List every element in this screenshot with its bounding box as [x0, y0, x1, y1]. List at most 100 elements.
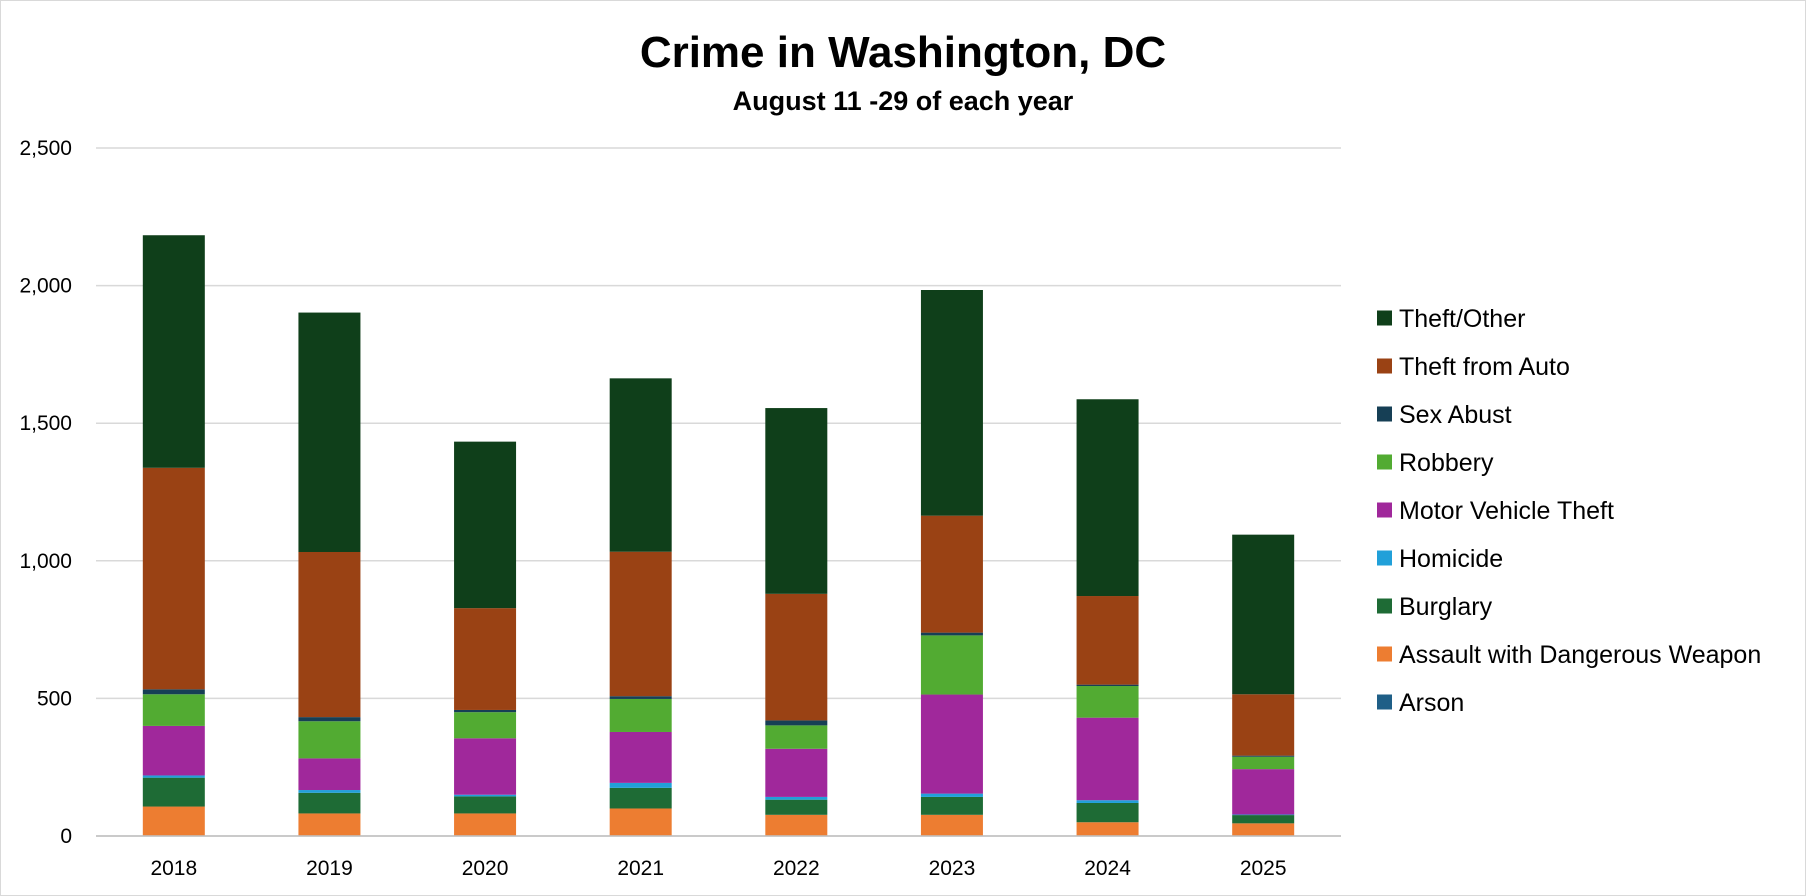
y-tick-label: 0: [60, 825, 72, 848]
bar-sex-abust-2024: [1076, 684, 1139, 687]
y-tick-label: 1,000: [19, 550, 72, 573]
bar-burglary-2023: [920, 796, 983, 815]
bar-sex-abust-2020: [454, 709, 517, 713]
bar-theft-from-auto-2019: [298, 551, 361, 718]
bar-theft-from-auto-2023: [920, 515, 983, 633]
bar-motor-vehicle-theft-2025: [1232, 769, 1295, 815]
bar-burglary-2018: [142, 777, 205, 807]
bar-homicide-2020: [454, 794, 517, 797]
bar-homicide-2018: [142, 775, 205, 778]
bar-theft-from-auto-2018: [142, 467, 205, 690]
bar-homicide-2023: [920, 793, 983, 797]
bar-assault-with-dangerous-weapon-2020: [454, 813, 517, 836]
y-tick-label: 2,000: [19, 275, 72, 298]
bar-burglary-2024: [1076, 802, 1139, 823]
legend-label-arson: Arson: [1399, 689, 1464, 717]
bar-theft-other-2018: [142, 235, 205, 468]
legend-label-homicide: Homicide: [1399, 545, 1503, 573]
bar-burglary-2021: [609, 787, 672, 809]
y-tick-label: 500: [37, 687, 72, 710]
bar-robbery-2022: [765, 725, 828, 749]
legend: Theft/Other Theft from Auto Sex Abust Robbe…: [1377, 305, 1761, 717]
bar-theft-other-2019: [298, 312, 361, 552]
x-tick-label: 2023: [929, 857, 976, 880]
x-tick-label: 2019: [306, 857, 353, 880]
bar-theft-from-auto-2021: [609, 551, 672, 697]
bar-robbery-2020: [454, 712, 517, 739]
bar-burglary-2022: [765, 799, 828, 815]
bar-burglary-2025: [1232, 815, 1295, 824]
legend-label-motor-vehicle-theft: Motor Vehicle Theft: [1399, 497, 1614, 525]
bar-assault-with-dangerous-weapon-2018: [142, 806, 205, 836]
x-tick-label: 2020: [462, 857, 509, 880]
bar-theft-other-2024: [1076, 399, 1139, 597]
legend-swatch-robbery: [1377, 454, 1392, 470]
legend-swatch-homicide: [1377, 550, 1392, 566]
bar-robbery-2024: [1076, 686, 1139, 718]
bar-robbery-2025: [1232, 756, 1295, 770]
bar-assault-with-dangerous-weapon-2024: [1076, 822, 1139, 836]
bar-motor-vehicle-theft-2020: [454, 738, 517, 795]
bars: [142, 235, 1295, 836]
bar-sex-abust-2023: [920, 632, 983, 636]
bar-robbery-2018: [142, 694, 205, 726]
bar-theft-other-2021: [609, 378, 672, 552]
x-tick-label: 2018: [150, 857, 197, 880]
bar-sex-abust-2025: [1232, 755, 1295, 757]
bar-assault-with-dangerous-weapon-2023: [920, 814, 983, 836]
bar-motor-vehicle-theft-2019: [298, 758, 361, 791]
bar-robbery-2021: [609, 698, 672, 732]
bar-theft-other-2023: [920, 290, 983, 516]
legend-label-burglary: Burglary: [1399, 593, 1493, 621]
bar-robbery-2023: [920, 635, 983, 695]
bar-theft-other-2022: [765, 408, 828, 594]
gridlines: [96, 147, 1341, 837]
legend-swatch-burglary: [1377, 598, 1392, 614]
legend-swatch-theft-other: [1377, 310, 1392, 326]
chart-subtitle: August 11 -29 of each year: [733, 86, 1074, 116]
legend-swatch-sex-abust: [1377, 406, 1392, 422]
bar-theft-from-auto-2025: [1232, 694, 1295, 756]
bar-theft-from-auto-2024: [1076, 596, 1139, 685]
bar-assault-with-dangerous-weapon-2025: [1232, 823, 1295, 836]
legend-label-theft-other: Theft/Other: [1399, 305, 1525, 333]
bar-theft-other-2020: [454, 441, 517, 609]
bar-sex-abust-2022: [765, 720, 828, 726]
x-tick-label: 2024: [1084, 857, 1131, 880]
bar-homicide-2019: [298, 790, 361, 793]
bar-motor-vehicle-theft-2022: [765, 748, 828, 797]
legend-label-assault-with-dangerous-weapon: Assault with Dangerous Weapon: [1399, 641, 1761, 669]
legend-label-sex-abust: Sex Abust: [1399, 401, 1512, 429]
legend-swatch-arson: [1377, 694, 1392, 710]
legend-swatch-motor-vehicle-theft: [1377, 502, 1392, 518]
bar-burglary-2020: [454, 796, 517, 814]
bar-theft-from-auto-2022: [765, 593, 828, 721]
y-tick-label: 2,500: [19, 137, 72, 160]
bar-assault-with-dangerous-weapon-2019: [298, 813, 361, 836]
bar-motor-vehicle-theft-2021: [609, 731, 672, 783]
bar-motor-vehicle-theft-2023: [920, 694, 983, 794]
bar-homicide-2021: [609, 782, 672, 788]
bar-sex-abust-2018: [142, 689, 205, 695]
bar-burglary-2019: [298, 792, 361, 814]
legend-label-theft-from-auto: Theft from Auto: [1399, 353, 1570, 381]
bar-assault-with-dangerous-weapon-2022: [765, 814, 828, 836]
bar-homicide-2024: [1076, 800, 1139, 803]
bar-motor-vehicle-theft-2024: [1076, 717, 1139, 801]
chart-title: Crime in Washington, DC: [640, 28, 1166, 77]
legend-label-robbery: Robbery: [1399, 449, 1494, 477]
x-tick-label: 2021: [617, 857, 664, 880]
y-tick-label: 1,500: [19, 412, 72, 435]
bar-assault-with-dangerous-weapon-2021: [609, 808, 672, 836]
x-tick-label: 2025: [1240, 857, 1287, 880]
x-tick-label: 2022: [773, 857, 820, 880]
bar-robbery-2019: [298, 721, 361, 759]
bar-homicide-2025: [1232, 814, 1295, 816]
bar-sex-abust-2021: [609, 696, 672, 699]
bar-sex-abust-2019: [298, 717, 361, 722]
bar-homicide-2022: [765, 796, 828, 800]
bar-theft-other-2025: [1232, 534, 1295, 695]
bar-theft-from-auto-2020: [454, 608, 517, 710]
